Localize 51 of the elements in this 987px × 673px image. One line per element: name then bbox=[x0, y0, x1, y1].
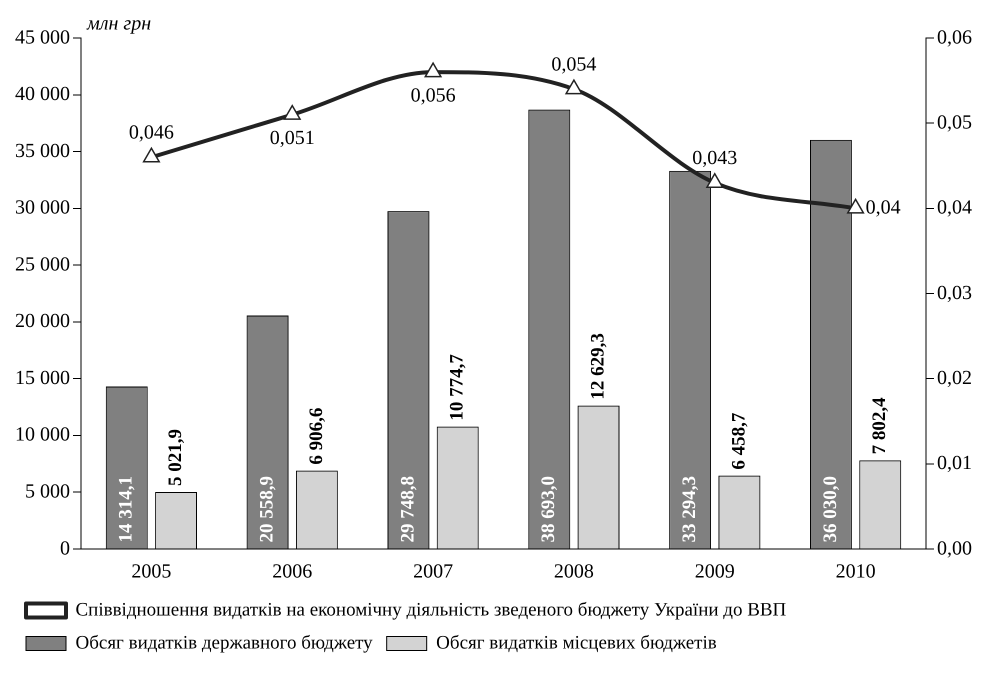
y-tick-label: 15 000 bbox=[15, 366, 70, 389]
y-tick-label: 30 000 bbox=[15, 196, 70, 219]
x-tick-label: 2009 bbox=[694, 560, 735, 582]
y2-tick-label: 0,05 bbox=[937, 111, 972, 134]
y-tick-label: 25 000 bbox=[15, 253, 70, 276]
x-tick-label: 2007 bbox=[413, 560, 454, 582]
x-tick-label: 2005 bbox=[131, 560, 172, 582]
y-tick-label: 40 000 bbox=[15, 83, 70, 106]
data-label: 14 314,1 bbox=[116, 476, 137, 542]
data-label: 38 693,0 bbox=[538, 476, 560, 542]
x-tick-label: 2010 bbox=[836, 560, 876, 582]
y2-tick-label: 0,01 bbox=[937, 452, 972, 474]
data-label: 36 030,0 bbox=[820, 476, 841, 542]
data-label: 12 629,3 bbox=[587, 333, 608, 400]
point bbox=[706, 173, 724, 188]
point bbox=[284, 104, 301, 120]
data-label: 33 294,3 bbox=[679, 476, 700, 542]
x-tick-label: 2008 bbox=[554, 560, 594, 582]
y-axis-title: млн грн bbox=[86, 12, 152, 34]
legend-label: Обсяг видатків державного бюджету bbox=[76, 632, 374, 654]
y-tick-label: 20 000 bbox=[15, 310, 70, 332]
point bbox=[142, 147, 160, 162]
data-label: 6 906,6 bbox=[306, 408, 327, 465]
data-label: 0,046 bbox=[128, 121, 174, 144]
data-label: 0,054 bbox=[551, 53, 596, 76]
y-tick-label: 5 000 bbox=[25, 480, 70, 502]
data-label: 6 458,7 bbox=[728, 412, 750, 470]
data-label: 7 802,4 bbox=[869, 396, 890, 454]
data-label: 0,056 bbox=[410, 84, 456, 106]
legend-label: Співвідношення видатків на економічну діяльність зведеного бюджету України до ВВП bbox=[76, 599, 787, 620]
y2-tick-label: 0,06 bbox=[937, 26, 972, 48]
y-tick-label: 35 000 bbox=[15, 140, 70, 162]
x-tick-label: 2006 bbox=[272, 560, 312, 582]
y-tick-label: 45 000 bbox=[15, 26, 70, 48]
y-tick-label: 10 000 bbox=[15, 424, 70, 446]
data-label: 10 774,7 bbox=[446, 354, 468, 421]
data-label: 20 558,9 bbox=[256, 476, 278, 542]
y-tick-label: 0 bbox=[60, 537, 70, 560]
point bbox=[424, 62, 442, 78]
y2-tick-label: 0,00 bbox=[937, 537, 972, 560]
data-label: 5 021,9 bbox=[164, 428, 186, 486]
data-label: 29 748,8 bbox=[397, 476, 418, 542]
y2-tick-label: 0,02 bbox=[937, 366, 972, 389]
data-label: 0,04 bbox=[866, 196, 901, 219]
data-label: 0,051 bbox=[270, 126, 315, 149]
point bbox=[847, 198, 864, 214]
legend-label: Обсяг видатків місцевих бюджетів bbox=[436, 632, 717, 654]
y2-tick-label: 0,03 bbox=[937, 282, 972, 304]
data-label: 0,043 bbox=[692, 147, 738, 170]
y2-tick-label: 0,04 bbox=[937, 196, 972, 219]
point bbox=[565, 79, 582, 94]
